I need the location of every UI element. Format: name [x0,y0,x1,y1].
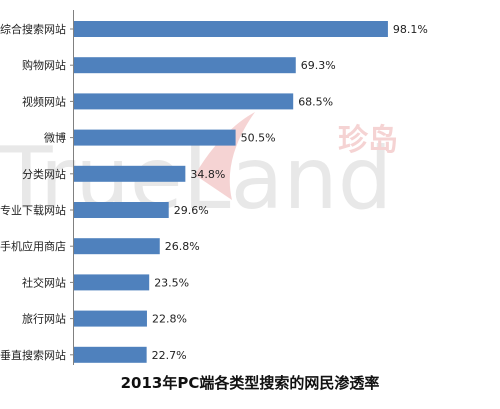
bar-0 [74,21,388,37]
bar-6 [74,238,160,255]
value-label-3: 50.5% [241,132,276,145]
value-label-8: 22.8% [152,313,187,326]
category-label-5: 专业下载网站 [0,203,66,217]
category-label-1: 购物网站 [22,58,66,72]
value-label-7: 23.5% [154,276,189,289]
value-label-4: 34.8% [190,168,225,181]
bar-3 [74,129,236,146]
value-label-5: 29.6% [174,204,209,217]
bars-group [70,21,388,363]
category-label-8: 旅行网站 [22,312,66,326]
value-label-9: 22.7% [152,349,187,362]
bar-1 [74,57,296,74]
bar-7 [74,274,150,291]
category-label-9: 垂直搜索网站 [0,348,66,362]
chart-title: 2013年PC端各类型搜索的网民渗透率 [120,374,380,392]
bar-2 [74,93,294,110]
watermark-logo: TrueLand 珍岛 [0,112,398,229]
bar-4 [74,165,186,182]
value-labels: 98.1% 69.3% 68.5% 50.5% 34.8% 29.6% 26.8% 23.5%… [152,23,428,362]
bar-5 [74,202,169,218]
category-label-7: 社交网站 [22,275,66,289]
category-label-3: 微博 [44,131,66,145]
value-label-2: 68.5% [298,95,333,108]
category-label-2: 视频网站 [22,94,66,108]
value-label-6: 26.8% [165,240,200,253]
category-label-4: 分类网站 [22,167,66,181]
watermark-text: TrueLand [0,129,392,229]
watermark-cn-text: 珍岛 [338,123,398,158]
bar-9 [74,346,147,363]
category-labels: 综合搜索网站购物网站视频网站微博分类网站专业下载网站手机应用商店社交网站旅行网站… [0,22,66,362]
watermark-swoosh-icon [195,112,255,200]
value-label-0: 98.1% [393,23,428,36]
value-label-1: 69.3% [301,59,336,72]
category-label-6: 手机应用商店 [0,239,66,253]
bar-8 [74,310,147,327]
category-label-0: 综合搜索网站 [0,22,66,36]
